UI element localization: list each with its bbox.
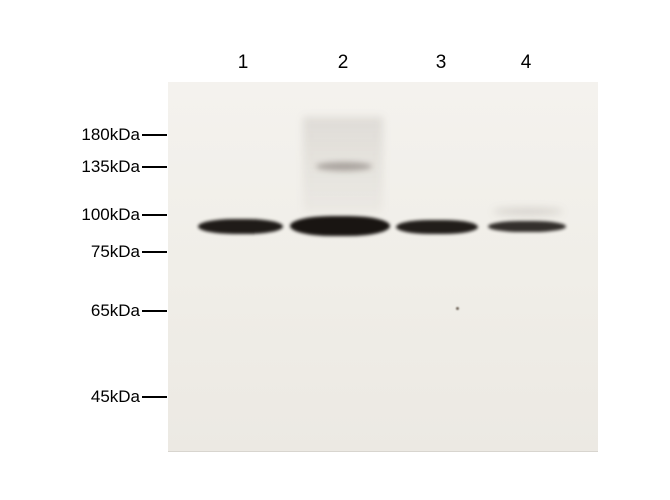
marker-label-65: 65kDa — [82, 301, 140, 321]
marker-tick-65 — [142, 310, 167, 312]
lane-label-4: 4 — [511, 52, 541, 74]
blot-speckle — [456, 307, 459, 310]
marker-tick-45 — [142, 396, 167, 398]
marker-label-180: 180kDa — [72, 125, 140, 145]
marker-label-100: 100kDa — [72, 205, 140, 225]
marker-tick-75 — [142, 251, 167, 253]
lane2-main-band — [290, 216, 390, 236]
lane-label-1: 1 — [228, 52, 258, 74]
marker-label-75: 75kDa — [82, 242, 140, 262]
lane4-faint-band — [493, 208, 563, 215]
marker-tick-100 — [142, 214, 167, 216]
marker-tick-180 — [142, 134, 167, 136]
western-blot-figure: 1 2 3 4 — [168, 52, 598, 452]
lane-label-2: 2 — [328, 52, 358, 74]
lane3-main-band — [396, 220, 478, 234]
lane-label-3: 3 — [426, 52, 456, 74]
marker-tick-135 — [142, 166, 167, 168]
lane2-faint-band-135kda — [316, 162, 372, 171]
lane4-main-band — [488, 221, 566, 232]
blot-membrane-background — [168, 82, 598, 452]
marker-label-45: 45kDa — [82, 387, 140, 407]
marker-label-135: 135kDa — [72, 157, 140, 177]
lane1-main-band — [198, 219, 283, 234]
